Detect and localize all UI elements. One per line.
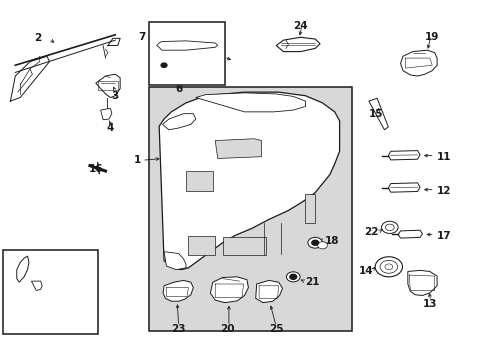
Text: 1: 1 xyxy=(134,155,141,165)
Polygon shape xyxy=(159,92,339,270)
Text: 18: 18 xyxy=(325,236,339,246)
Circle shape xyxy=(307,237,322,248)
Polygon shape xyxy=(276,37,320,51)
Text: 12: 12 xyxy=(436,186,451,196)
Polygon shape xyxy=(222,237,266,255)
Bar xyxy=(3,250,98,334)
Polygon shape xyxy=(195,93,305,112)
Polygon shape xyxy=(96,74,120,98)
Text: 5: 5 xyxy=(214,51,221,61)
Text: 15: 15 xyxy=(368,109,383,119)
Text: 24: 24 xyxy=(293,21,307,31)
Bar xyxy=(149,87,351,330)
Circle shape xyxy=(317,242,327,249)
Circle shape xyxy=(311,240,318,245)
Polygon shape xyxy=(387,183,419,192)
Text: 16: 16 xyxy=(88,164,103,174)
Polygon shape xyxy=(101,108,112,120)
Text: 14: 14 xyxy=(358,266,373,276)
Polygon shape xyxy=(397,230,422,238)
Circle shape xyxy=(381,221,397,233)
Polygon shape xyxy=(185,171,212,191)
Polygon shape xyxy=(368,98,387,130)
Text: 3: 3 xyxy=(111,91,119,101)
Polygon shape xyxy=(157,41,217,50)
Text: 22: 22 xyxy=(364,227,378,237)
Polygon shape xyxy=(215,139,261,158)
Circle shape xyxy=(161,63,166,67)
Circle shape xyxy=(289,274,296,279)
Text: 25: 25 xyxy=(268,324,283,334)
Text: 7: 7 xyxy=(138,32,146,41)
Text: 21: 21 xyxy=(305,277,319,287)
Polygon shape xyxy=(162,114,195,130)
Circle shape xyxy=(379,260,397,273)
Polygon shape xyxy=(31,281,42,291)
Text: 8: 8 xyxy=(151,69,158,79)
Polygon shape xyxy=(255,280,282,303)
Circle shape xyxy=(385,224,393,230)
Polygon shape xyxy=(188,235,215,255)
Text: 11: 11 xyxy=(436,152,451,162)
Circle shape xyxy=(384,264,392,270)
Text: 4: 4 xyxy=(106,123,114,133)
Text: 17: 17 xyxy=(436,231,451,240)
Polygon shape xyxy=(305,194,315,223)
Text: 2: 2 xyxy=(34,33,41,43)
Text: 19: 19 xyxy=(424,32,439,41)
Circle shape xyxy=(374,257,402,277)
Polygon shape xyxy=(163,280,193,301)
Polygon shape xyxy=(210,277,248,303)
Polygon shape xyxy=(387,150,419,160)
Text: 20: 20 xyxy=(220,324,234,334)
Bar xyxy=(149,22,224,85)
Polygon shape xyxy=(407,270,436,296)
Text: 23: 23 xyxy=(171,324,185,334)
Polygon shape xyxy=(17,256,29,282)
Text: 6: 6 xyxy=(175,84,182,94)
Text: 9: 9 xyxy=(44,325,51,335)
Text: 13: 13 xyxy=(422,299,436,309)
Polygon shape xyxy=(400,50,436,76)
Circle shape xyxy=(286,272,300,282)
Polygon shape xyxy=(163,252,185,270)
Text: 10: 10 xyxy=(38,277,53,287)
